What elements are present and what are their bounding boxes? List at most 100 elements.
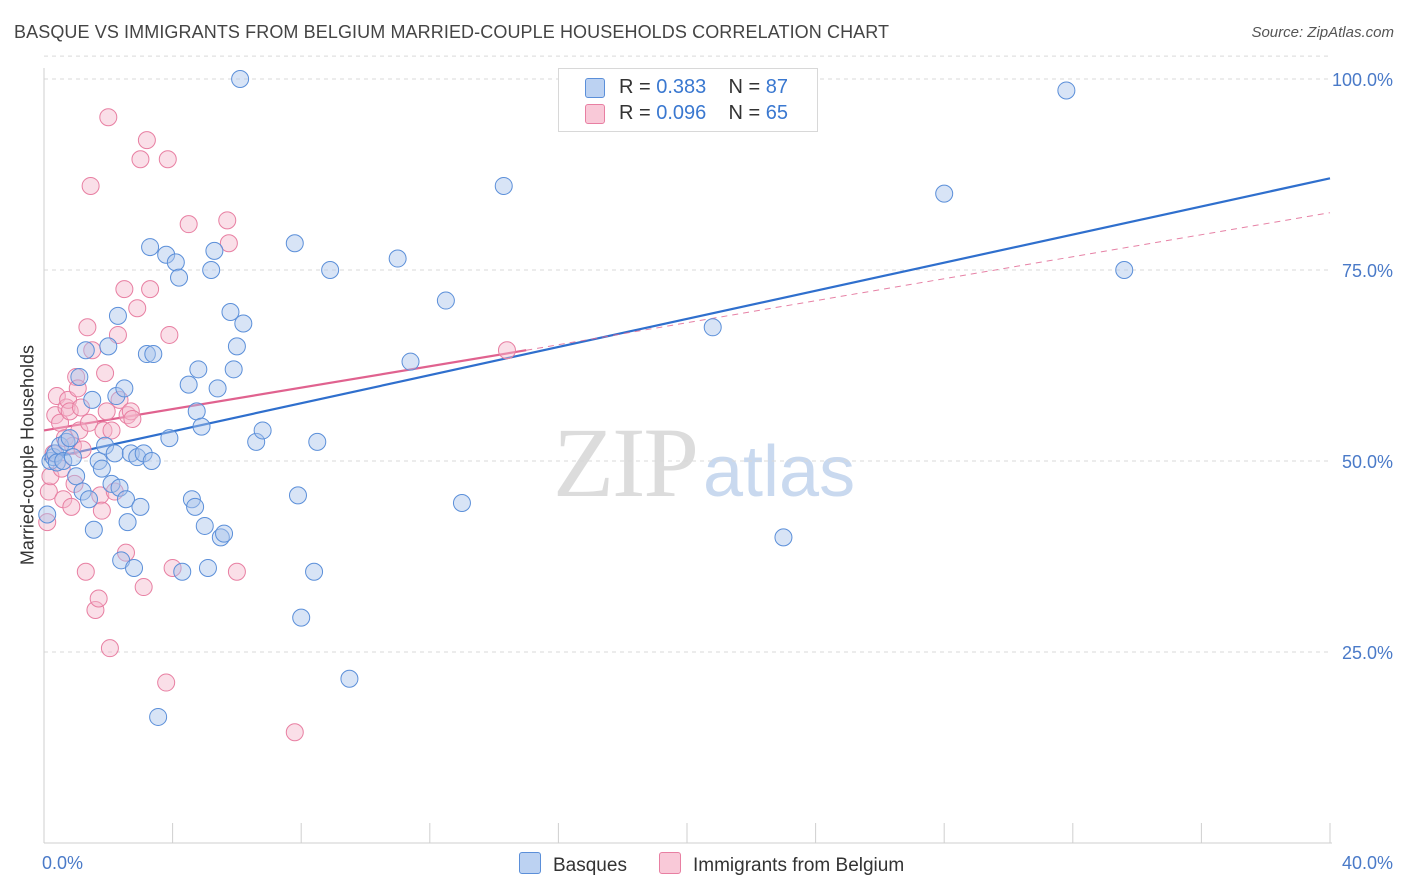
point-belgium [285, 723, 304, 742]
point-belgium [99, 108, 118, 127]
point-basques [76, 341, 95, 360]
point-basques [1115, 261, 1134, 279]
point-basques [285, 234, 304, 253]
point-belgium [163, 558, 182, 577]
point-belgium [121, 402, 140, 421]
series-basques [38, 70, 1134, 726]
point-basques [215, 524, 234, 543]
tick-labels: 25.0% 50.0% 75.0% 100.0% 0.0% 40.0% [42, 70, 1393, 873]
point-basques [234, 314, 253, 333]
point-basques [401, 352, 420, 371]
point-basques [224, 360, 243, 379]
y-tick-label: 75.0% [1342, 261, 1393, 281]
point-basques [116, 490, 135, 509]
point-belgium [131, 150, 150, 169]
point-belgium [227, 562, 246, 581]
point-basques [92, 459, 111, 478]
point-basques [70, 367, 89, 386]
point-belgium [89, 589, 108, 608]
trend-extension-belgium [526, 212, 1331, 351]
point-belgium [102, 421, 121, 440]
point-basques [195, 516, 214, 535]
legend-r-value: 0.096 [656, 102, 707, 124]
point-belgium [179, 215, 198, 234]
point-basques [192, 417, 211, 436]
point-belgium [76, 562, 95, 581]
point-belgium [39, 482, 58, 501]
legend-n-label: N = [728, 102, 761, 124]
point-basques [38, 505, 57, 524]
legend-r-value: 0.383 [656, 76, 707, 98]
point-basques [60, 429, 79, 448]
point-basques [321, 261, 340, 279]
point-basques [160, 429, 179, 448]
bottom-legend-swatch-basques [519, 852, 541, 874]
chart-title: BASQUE VS IMMIGRANTS FROM BELGIUM MARRIE… [14, 22, 890, 42]
point-belgium [73, 440, 92, 459]
point-basques [288, 486, 307, 505]
point-basques [187, 402, 206, 421]
point-belgium [86, 600, 105, 619]
point-basques [202, 261, 221, 279]
point-belgium [157, 673, 176, 692]
axes [43, 68, 1332, 844]
point-belgium [96, 364, 115, 383]
point-basques [703, 318, 722, 337]
point-basques [198, 558, 217, 577]
bottom-legend-label-belgium: Immigrants from Belgium [693, 855, 905, 876]
point-basques [253, 421, 272, 440]
trend-line-basques [43, 177, 1331, 461]
point-belgium [91, 486, 110, 505]
point-belgium [123, 409, 142, 428]
point-basques [115, 379, 134, 398]
bottom-legend-belgium: Immigrants from Belgium [659, 852, 904, 877]
point-belgium [141, 280, 160, 299]
point-basques [1057, 81, 1076, 100]
legend-swatch-belgium [585, 104, 605, 124]
source-label: Source: ZipAtlas.com [1251, 24, 1394, 41]
point-basques [292, 608, 311, 627]
point-basques [305, 562, 324, 581]
y-tick-label: 100.0% [1332, 70, 1393, 90]
point-belgium [62, 497, 81, 516]
point-basques [774, 528, 793, 547]
point-basques [340, 669, 359, 688]
point-basques [205, 241, 224, 260]
point-belgium [160, 325, 179, 344]
point-basques [118, 513, 137, 532]
point-basques [67, 467, 86, 486]
point-belgium [92, 501, 111, 520]
point-basques [231, 70, 250, 88]
legend-n-label: N = [728, 76, 761, 98]
point-basques [208, 379, 227, 398]
watermark-atlas: atlas [703, 432, 856, 512]
point-basques [308, 432, 327, 451]
point-belgium [97, 402, 116, 421]
legend-n-value: 87 [765, 76, 789, 98]
point-basques [131, 497, 150, 516]
point-belgium [134, 578, 153, 597]
point-basques [105, 444, 124, 463]
point-basques [84, 520, 103, 539]
point-belgium [137, 131, 156, 150]
point-belgium [68, 379, 87, 398]
point-basques [108, 306, 127, 325]
point-basques [452, 494, 471, 513]
point-belgium [219, 234, 238, 253]
legend-r-label: R = [619, 102, 651, 124]
point-belgium [47, 387, 66, 406]
y-tick-label: 50.0% [1342, 452, 1393, 472]
legend-r-label: R = [619, 76, 651, 98]
x-tick-label: 40.0% [1342, 853, 1393, 873]
legend-n-value: 65 [765, 102, 789, 124]
point-basques [494, 176, 513, 195]
point-basques [73, 482, 92, 501]
bottom-legend-basques: Basques [519, 852, 627, 877]
point-basques [141, 238, 160, 257]
point-belgium [218, 211, 237, 230]
point-belgium [158, 150, 177, 169]
bottom-legend-swatch-belgium [659, 852, 681, 874]
watermark-zip: ZIP [553, 407, 699, 518]
point-basques [54, 452, 73, 470]
